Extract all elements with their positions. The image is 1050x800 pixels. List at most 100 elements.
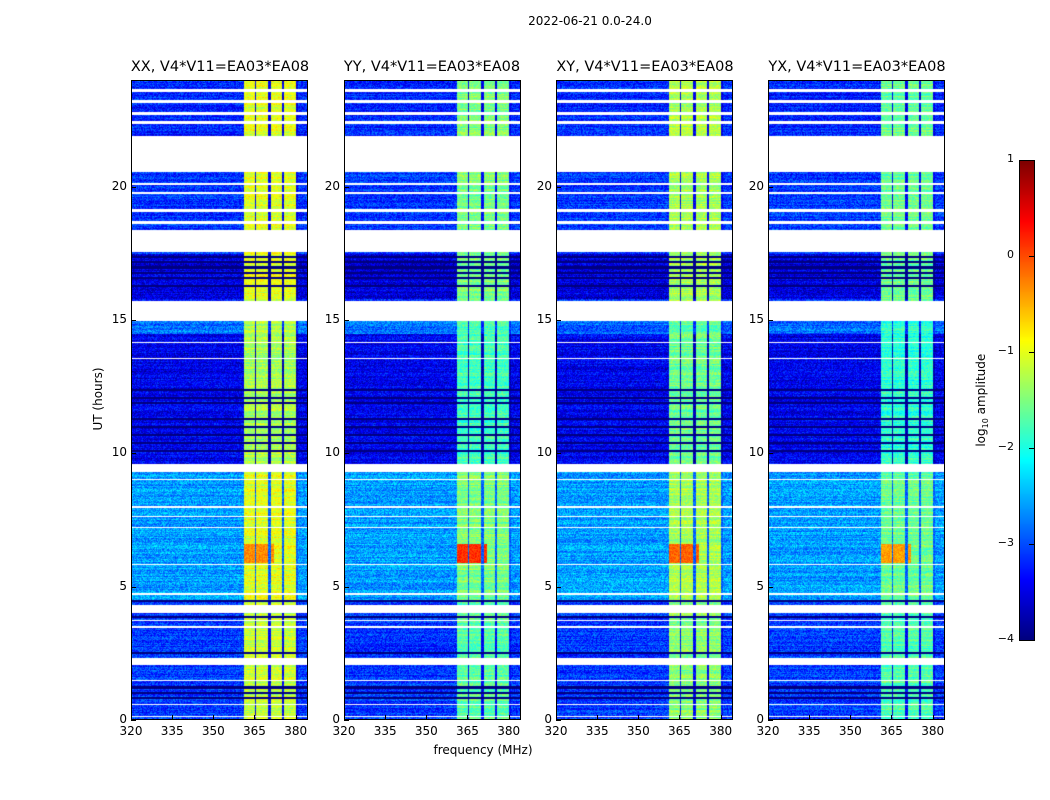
panel-title-xx: XX, V4*V11=EA03*EA08 [130,59,310,75]
y-tick-label: 10 [536,445,552,460]
y-tick-label: 10 [324,445,340,460]
y-tick-label: 0 [119,712,127,726]
y-tick-mark [556,453,561,455]
y-tick-mark [556,320,561,321]
heatmap-yy [345,81,520,719]
x-tick-label: 335 [160,724,184,738]
panel-title-xy: XY, V4*V11=EA03*EA08 [556,59,734,75]
y-tick-mark [344,586,349,588]
x-tick-mark [850,715,852,720]
colorbar-tick-mark [1029,160,1034,161]
colorbar-tick-mark [1029,448,1034,449]
x-tick-label: 335 [373,724,397,738]
heatmap-xx [132,81,307,719]
colorbar-tick-mark [1029,640,1034,641]
y-tick-mark [768,720,773,721]
y-tick-mark [131,586,136,588]
x-tick-mark [385,715,387,720]
x-tick-label: 320 [119,724,143,738]
y-tick-mark [131,453,136,455]
y-tick-label: 10 [748,445,764,460]
x-tick-label: 380 [921,724,945,738]
x-tick-label: 350 [838,724,862,738]
x-tick-mark [508,715,510,720]
heatmap-yx [769,81,944,719]
x-tick-label: 365 [243,724,266,738]
y-tick-mark [131,186,136,188]
x-tick-label: 380 [497,724,521,738]
colorbar-tick-mark [1029,256,1034,257]
y-tick-label: 0 [756,712,764,726]
y-tick-mark [768,453,773,455]
y-tick-label: 20 [324,178,340,193]
y-tick-mark [556,586,561,588]
colorbar-label-base: 10 [981,418,991,429]
x-tick-label: 350 [414,724,438,738]
colorbar-gradient [1020,161,1034,640]
x-tick-mark [131,715,132,720]
heatmap-panel-xx [131,80,308,720]
figure-title: 2022-06-21 0.0-24.0 [528,14,652,28]
heatmap-panel-yx [768,80,945,720]
panel-title-yx: YX, V4*V11=EA03*EA08 [768,59,946,75]
y-tick-label: 15 [111,312,127,326]
colorbar-tick-label: −3 [997,536,1014,549]
y-tick-mark [556,720,561,721]
x-tick-label: 350 [201,724,225,738]
x-tick-mark [254,715,256,720]
heatmap-panel-yy [344,80,521,720]
x-axis-label: frequency (MHz) [433,743,533,757]
colorbar-tick-mark [1029,544,1034,545]
colorbar-tick-label: −2 [997,440,1014,453]
x-tick-mark [426,715,428,720]
colorbar-tick-label: 1 [1007,152,1014,165]
y-tick-label: 0 [544,712,552,726]
y-tick-label: 20 [748,178,764,193]
x-tick-label: 380 [284,724,308,738]
x-tick-label: 350 [626,724,650,738]
y-tick-mark [344,186,349,188]
colorbar-tick-label: 0 [1007,248,1014,261]
y-tick-mark [768,586,773,588]
x-tick-mark [720,715,722,720]
x-tick-mark [679,715,681,720]
x-tick-mark [295,715,297,720]
x-tick-label: 335 [797,724,821,738]
x-tick-label: 380 [709,724,733,738]
x-tick-mark [172,715,174,720]
x-tick-label: 365 [880,724,903,738]
x-tick-mark [809,715,811,720]
y-tick-label: 15 [324,312,340,326]
y-tick-mark [768,186,773,188]
x-tick-label: 320 [544,724,568,738]
x-tick-mark [932,715,934,720]
x-tick-mark [344,715,345,720]
x-tick-mark [891,715,893,720]
y-tick-mark [131,320,136,321]
heatmap-panel-xy [556,80,733,720]
colorbar [1019,160,1035,641]
y-tick-label: 5 [119,578,127,593]
colorbar-label-text: amplitude [973,353,988,419]
y-tick-label: 5 [332,578,340,593]
y-tick-mark [556,186,561,188]
y-tick-mark [344,320,349,321]
y-tick-mark [768,320,773,321]
x-tick-mark [213,715,215,720]
panel-title-yy: YY, V4*V11=EA03*EA08 [343,59,521,75]
y-tick-mark [344,453,349,455]
colorbar-tick-label: −4 [997,632,1014,645]
y-tick-label: 15 [748,312,764,326]
x-tick-mark [638,715,640,720]
x-tick-label: 365 [456,724,479,738]
y-tick-label: 20 [536,178,552,193]
y-tick-label: 5 [544,578,552,593]
heatmap-xy [557,81,732,719]
colorbar-tick-mark [1029,352,1034,353]
colorbar-tick-label: −1 [997,344,1014,357]
x-tick-mark [467,715,469,720]
y-tick-label: 0 [332,712,340,726]
x-tick-label: 320 [756,724,780,738]
x-tick-mark [597,715,599,720]
